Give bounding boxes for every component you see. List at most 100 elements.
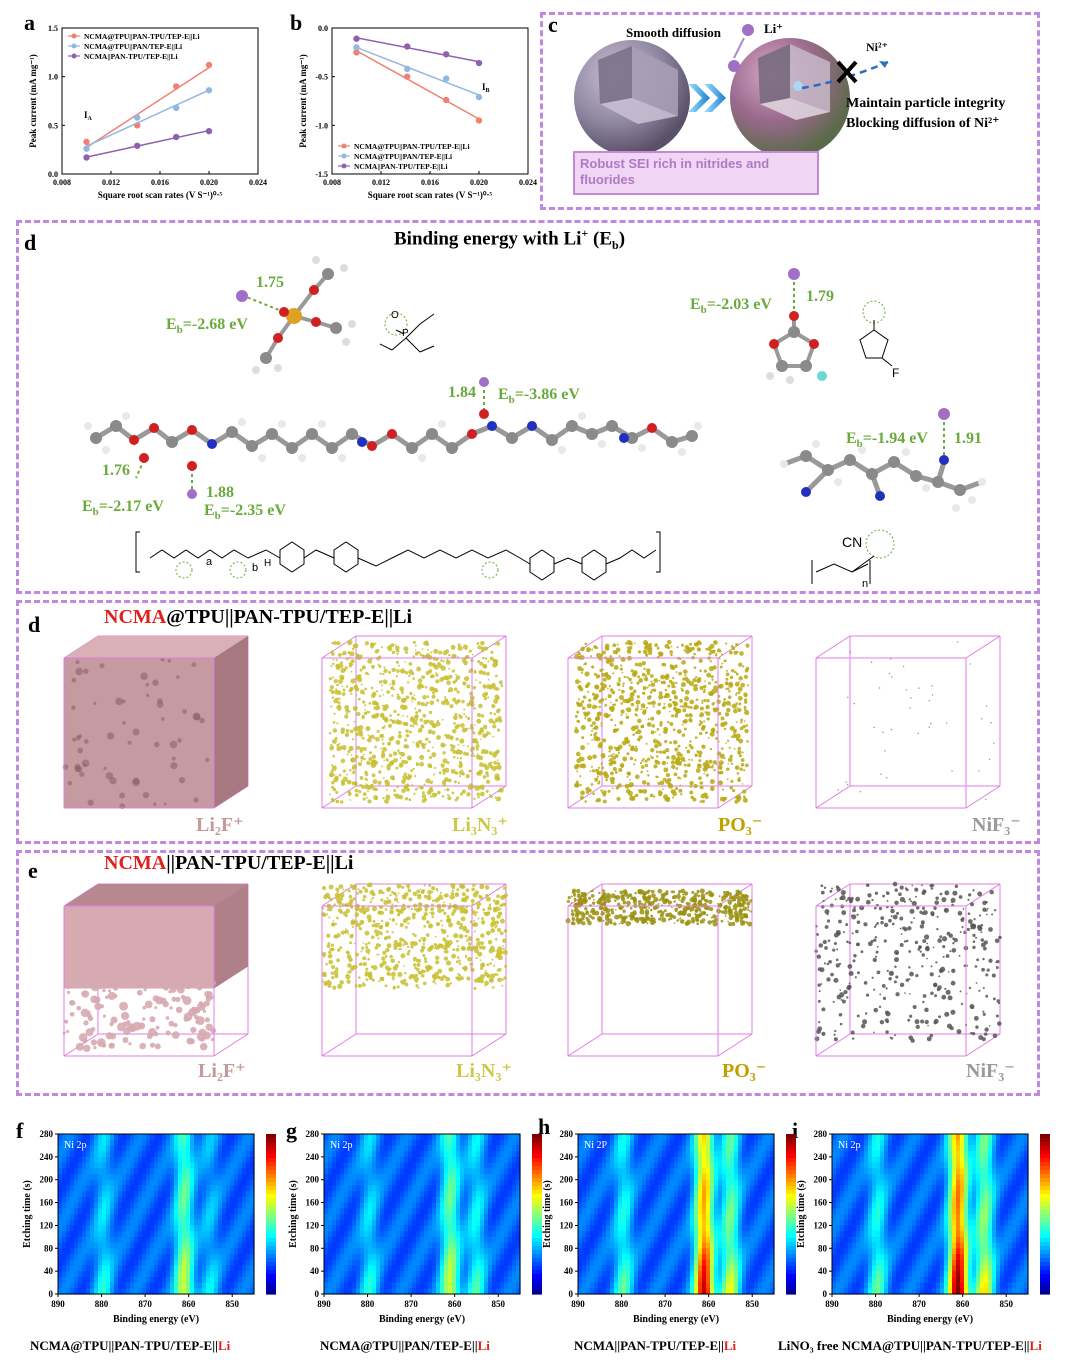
cube-particle [937,938,942,943]
cube-particle [728,911,734,917]
cube-particle [391,719,395,722]
heatmap-cell [234,1139,239,1147]
cube-particle [407,888,412,893]
cube-particle [408,798,412,802]
cube-particle [653,920,657,924]
cube-particle [420,937,423,940]
heatmap-cell [142,1242,147,1249]
cube-particle [380,925,383,928]
cube-particle [493,964,496,967]
cube-particle [503,903,507,906]
cube-particle [473,978,479,983]
cube-particle [594,693,600,699]
cube-particle [620,689,625,694]
cube-particle [333,712,336,715]
cube-particle [417,709,422,713]
heatmap-cell [110,1248,115,1255]
cube-particle [333,641,338,645]
heatmap-cell [226,1196,231,1204]
cube-pore [119,792,126,799]
cube-particle [590,783,594,786]
heatmap-cell [166,1174,171,1181]
heatmap-cell [170,1208,175,1215]
heatmap-cell [86,1242,91,1249]
cube-particle [356,711,361,717]
cube-particle [613,665,619,670]
heatmap-cell [118,1196,123,1204]
cube-particle [395,719,401,725]
cube-particle [594,777,599,782]
cube-particle [472,686,477,690]
heatmap-cell [58,1259,63,1267]
cube-particle [580,668,584,672]
heatmap-cell [230,1174,235,1181]
cube-particle [703,772,706,775]
cube-particle [478,945,483,950]
cube-particle [675,894,681,899]
cube-particle [650,908,653,912]
heatmap-cell [182,1162,187,1169]
cube-particle [618,679,621,682]
cube-particle [576,758,582,764]
heatmap-cell [130,1156,135,1164]
cube-particle [743,705,747,709]
heatmap-cell [242,1168,247,1175]
cube-particle [465,956,468,959]
cube-particle [634,917,639,922]
cube-top-face [64,884,248,906]
cube-particle [403,698,408,702]
cube-particle [620,664,623,667]
cube-particle [398,751,402,755]
heatmap-cell [74,1151,79,1158]
heatmap-cell [138,1231,143,1238]
cube-particle [651,724,656,728]
cube-particle [685,746,688,749]
y-tick-label: 0.0 [48,170,58,179]
heatmap-cell [90,1214,95,1221]
cube-particle [451,889,454,893]
cube-particle [914,887,919,892]
cube-particle [922,889,927,894]
cube-particle [413,934,417,938]
cube-particle [689,642,693,646]
heatmap-cell [230,1139,235,1147]
cube-particle [369,783,374,789]
cube-edge [717,1033,753,1057]
cube-particle [640,726,643,729]
cube-particle [321,952,327,957]
heatmap-cell [170,1168,175,1175]
heatmap-cell [234,1214,239,1221]
heatmap-cell [166,1231,171,1238]
heatmap-cell [158,1174,163,1181]
heatmap-cell [214,1145,219,1152]
heatmap-cell [238,1168,243,1175]
heatmap-cell [66,1139,71,1147]
heatmap-cell [58,1225,63,1232]
heatmap-cell [94,1168,99,1175]
heatmap-cell [122,1214,127,1221]
cube-particle [389,918,391,920]
cube-particle [398,763,403,768]
cube-particle [580,724,586,730]
cube-particle [997,1021,1002,1026]
cube-particle [343,930,347,934]
cube-particle [427,889,432,895]
cube-particle [904,992,906,994]
data-point-2 [353,35,360,42]
heatmap-cell [182,1236,187,1244]
heatmap-cell [210,1168,215,1175]
heatmap-cell [126,1196,131,1204]
heatmap-cell [126,1191,131,1198]
heatmap-cell [214,1202,219,1209]
cube-particle [330,797,334,801]
cube-particle [499,918,505,924]
heatmap-cell [130,1162,135,1169]
cube-fragment [150,981,159,989]
cube-fragment [132,1021,142,1031]
cube-particle [496,969,499,972]
legend-label-1: NCMA@TPU||PAN/TEP-E||Li [84,42,182,51]
heatmap-cell [154,1208,159,1215]
cube-particle [444,696,447,699]
cube-particle [421,793,427,799]
cube-particle [878,1005,882,1008]
